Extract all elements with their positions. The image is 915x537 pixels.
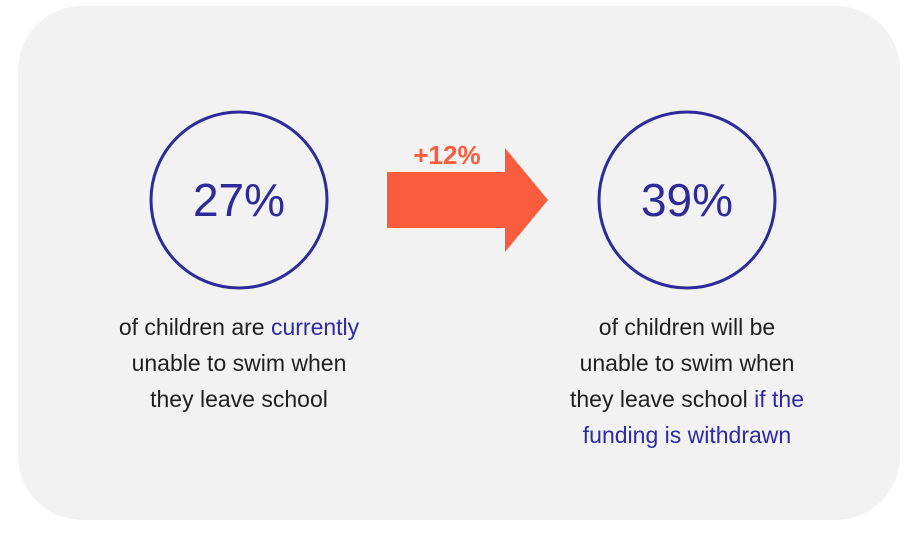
- panel: [18, 6, 900, 520]
- caption-text: they leave school: [150, 386, 328, 412]
- caption-text: of children are: [118, 314, 271, 340]
- caption-text: unable to swim when: [579, 350, 795, 376]
- caption-highlight: if the: [754, 386, 804, 412]
- change-label: +12%: [413, 140, 480, 170]
- right-value: 39%: [641, 174, 733, 226]
- caption-highlight: funding is withdrawn: [582, 422, 792, 448]
- arrow: [387, 148, 548, 252]
- left-value: 27%: [193, 174, 285, 226]
- right-caption: of children will be unable to swim when …: [507, 309, 867, 453]
- caption-text: of children will be: [598, 314, 776, 340]
- caption-text: unable to swim when: [131, 350, 347, 376]
- left-circle: [149, 110, 329, 290]
- caption-highlight: currently: [270, 314, 360, 340]
- caption-text: they leave school: [570, 386, 755, 412]
- left-caption: of children are currently unable to swim…: [59, 309, 419, 417]
- right-circle: [597, 110, 777, 290]
